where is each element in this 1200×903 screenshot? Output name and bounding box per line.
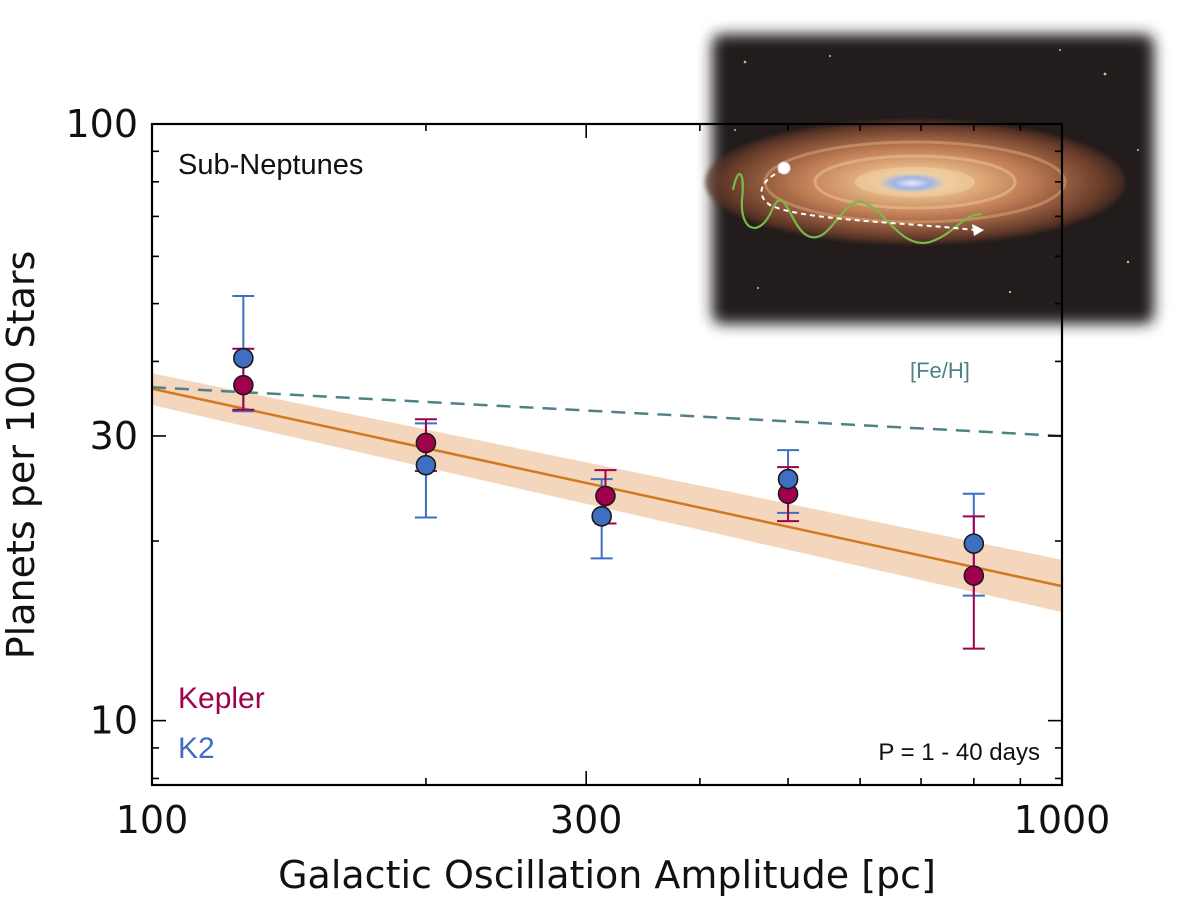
point-kepler-0 bbox=[233, 374, 254, 396]
y-tick-label: 30 bbox=[90, 414, 138, 458]
axes-frame bbox=[150, 122, 1064, 787]
point-k2-0 bbox=[233, 347, 254, 369]
plot-area bbox=[152, 294, 1062, 650]
point-kepler-4 bbox=[963, 565, 985, 586]
fe-h-reference-line bbox=[152, 386, 1062, 438]
point-k2-1 bbox=[415, 454, 437, 476]
point-k2-3 bbox=[777, 468, 799, 490]
point-kepler-2 bbox=[595, 485, 616, 507]
y-tick-label: 100 bbox=[65, 102, 138, 146]
period-annotation: P = 1 - 40 days bbox=[878, 739, 1040, 766]
legend-k2: K2 bbox=[178, 732, 215, 765]
axes bbox=[150, 122, 1064, 787]
ref-line-label: [Fe/H] bbox=[910, 358, 970, 383]
x-tick-label: 1000 bbox=[1014, 798, 1111, 842]
tick-labels: 100 300 1000 10 30 100 bbox=[65, 102, 1110, 842]
x-tick-label: 100 bbox=[116, 798, 189, 842]
x-tick-label: 300 bbox=[550, 798, 623, 842]
galaxy-inset-image bbox=[705, 34, 1154, 324]
legend-kepler: Kepler bbox=[178, 682, 265, 715]
point-kepler-1 bbox=[415, 432, 437, 454]
point-k2-2 bbox=[591, 506, 612, 527]
x-axis-label: Galactic Oscillation Amplitude [pc] bbox=[278, 853, 936, 897]
panel-label: Sub-Neptunes bbox=[178, 149, 363, 181]
point-k2-4 bbox=[963, 533, 985, 554]
y-tick-label: 10 bbox=[90, 699, 138, 743]
y-axis-label: Planets per 100 Stars bbox=[0, 251, 43, 660]
